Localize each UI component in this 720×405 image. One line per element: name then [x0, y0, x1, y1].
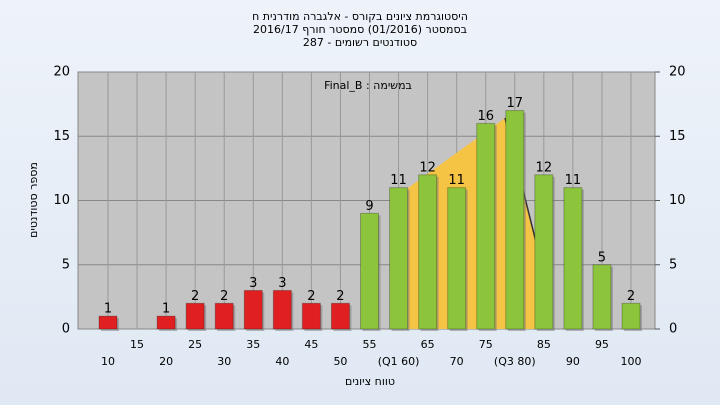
annotation: במשימה : Final_B [324, 79, 412, 92]
data-label: 2 [220, 289, 228, 304]
y-tick-label: 20 [53, 65, 70, 80]
data-label: 1 [162, 302, 170, 317]
bar [534, 174, 554, 330]
bar [214, 302, 234, 330]
data-label: 11 [448, 173, 465, 188]
x-tick-label: 45 [304, 338, 318, 351]
data-label: 2 [336, 289, 344, 304]
x-tick-label: (Q1 60) [378, 355, 420, 368]
x-tick-label: 40 [275, 355, 289, 368]
data-label: 11 [390, 173, 407, 188]
bar [360, 212, 379, 330]
bar [592, 264, 612, 330]
x-tick-label: 20 [159, 355, 173, 368]
bar [98, 315, 118, 330]
y-tick-label: 10 [53, 193, 70, 208]
chart-title: היסטוגרמת ציונים בקורס - אלגברה מודרנית … [252, 10, 468, 23]
bar [272, 289, 292, 330]
chart-subtitle: סטודנטים רשומים - 287 [303, 36, 417, 49]
y-axis-label: מספר סטודנטים [27, 162, 40, 238]
data-label: 11 [565, 173, 582, 188]
bar [418, 174, 438, 330]
data-label: 3 [278, 276, 286, 291]
data-label: 9 [365, 199, 373, 214]
x-tick-label: 70 [450, 355, 464, 368]
x-tick-label: 15 [130, 338, 144, 351]
data-label: 17 [507, 96, 524, 111]
x-tick-label: 55 [363, 338, 377, 351]
y-tick-label: 15 [53, 129, 70, 144]
data-label: 12 [419, 160, 436, 175]
data-label: 1 [104, 302, 112, 317]
x-tick-label: 90 [566, 355, 580, 368]
data-label: 12 [536, 160, 553, 175]
y2-tick-label: 10 [669, 193, 686, 208]
x-tick-label: 25 [188, 338, 202, 351]
bar [389, 187, 409, 330]
data-label: 2 [191, 289, 199, 304]
y2-tick-label: 5 [669, 257, 677, 272]
x-tick-label: 10 [101, 355, 115, 368]
data-label: 2 [307, 289, 315, 304]
bar [476, 122, 496, 330]
data-label: 3 [249, 276, 257, 291]
chart-subtitle: בסמסטר (01/2016) סמסטר חורף 2016/17 [253, 23, 467, 36]
x-tick-label: 30 [217, 355, 231, 368]
x-tick-label: 95 [595, 338, 609, 351]
bar [505, 110, 525, 330]
data-label: 2 [627, 289, 635, 304]
data-label: 5 [598, 250, 606, 265]
bar [563, 187, 583, 330]
x-tick-label: (Q3 80) [494, 355, 536, 368]
x-tick-label: 35 [246, 338, 260, 351]
bar [621, 302, 641, 330]
bar [301, 302, 321, 330]
bar [447, 187, 467, 330]
x-tick-label: 75 [479, 338, 493, 351]
x-tick-label: 100 [621, 355, 642, 368]
bar [185, 302, 205, 330]
y2-tick-label: 15 [669, 129, 686, 144]
y2-tick-label: 0 [669, 322, 677, 337]
y-tick-label: 5 [62, 257, 70, 272]
y2-tick-label: 20 [669, 65, 686, 80]
x-tick-label: 85 [537, 338, 551, 351]
x-tick-label: 50 [333, 355, 347, 368]
bar [156, 315, 176, 330]
bar [330, 302, 350, 330]
y-tick-label: 0 [62, 322, 70, 337]
x-tick-label: 65 [421, 338, 435, 351]
bar [243, 289, 263, 330]
data-label: 16 [477, 109, 494, 124]
x-axis-label: טווח ציונים [345, 375, 395, 388]
